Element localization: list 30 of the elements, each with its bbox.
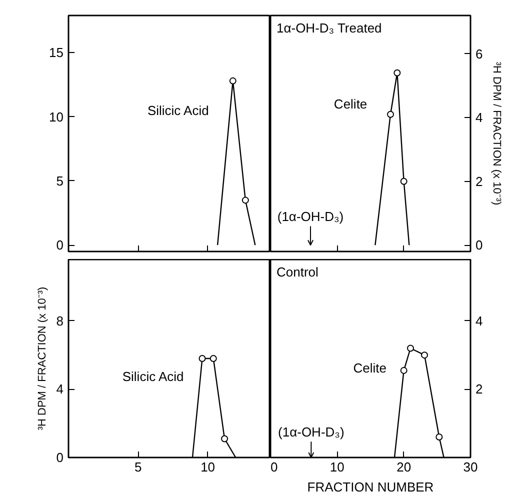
y-tick-label: 15 — [49, 45, 64, 60]
chart-title: 1α-OH-D₃ Treated — [276, 20, 382, 36]
x-tick-label: 10 — [200, 460, 216, 474]
series-label: Silicic Acid — [122, 368, 184, 384]
y-tick-label: 2 — [476, 382, 483, 397]
ref-line-label: (1α-OH-D₃) — [278, 424, 344, 440]
y-tick-label: 2 — [476, 174, 483, 189]
text: Control — [276, 264, 319, 280]
y-tick-label: 10 — [49, 109, 64, 124]
x-tick-label: 20 — [396, 460, 412, 474]
series-label: Celite — [353, 360, 387, 376]
series-label: Silicic Acid — [147, 102, 209, 118]
ref-line-label: (1α-OH-D₃) — [277, 208, 344, 224]
y-tick-label: 0 — [476, 238, 483, 253]
y-axis-title: ³H DPM / FRACTION (x 10⁻³) — [36, 286, 48, 430]
x-axis-title: FRACTION NUMBER — [307, 480, 434, 494]
y-tick-label: 4 — [476, 313, 483, 328]
y-tick-label: 0 — [56, 450, 64, 465]
y-tick-label: 4 — [476, 110, 483, 126]
x-tick-label: 5 — [134, 460, 142, 474]
y-tick-label: 0 — [56, 238, 64, 253]
series-label: Celite — [334, 96, 368, 112]
x-tick-label: 30 — [463, 460, 478, 474]
x-tick-label: 10 — [330, 460, 344, 474]
y-tick-label: 8 — [56, 313, 64, 328]
x-tick-label: 0 — [270, 460, 278, 474]
y-tick-label: 6 — [476, 46, 483, 62]
y-tick-label: 4 — [56, 382, 64, 397]
y-tick-label: 5 — [56, 173, 64, 188]
y-axis-title: ³H DPM / FRACTION (x 10⁻³) — [490, 62, 503, 206]
